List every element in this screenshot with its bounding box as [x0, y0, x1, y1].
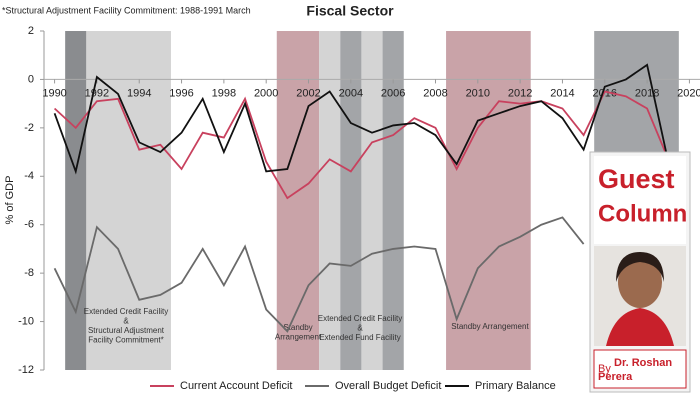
column-word-1: Guest [598, 164, 675, 194]
chart-title: Fiscal Sector [306, 3, 394, 19]
annotation: Facility Commitment* [88, 336, 164, 345]
legend-label: Current Account Deficit [180, 380, 293, 392]
x-tick-label: 2018 [635, 87, 659, 99]
plot-area: -12 -10 -8 -6 -4 -2 0 2 1990 1992 1994 1996 1998 2000… [18, 25, 700, 376]
guest-column: Guest Column By Dr. Roshan Perera [589, 151, 691, 393]
x-tick-label: 1990 [42, 87, 66, 99]
y-tick-label: -4 [24, 170, 34, 182]
y-tick-label: 0 [28, 73, 34, 85]
author-name: Dr. Roshan Perera [598, 357, 672, 383]
x-tick-label: 1996 [169, 87, 193, 99]
chart-note: *Structural Adjustment Facility Commitme… [2, 5, 251, 15]
x-tick-label: 2012 [508, 87, 532, 99]
y-tick-label: 2 [28, 25, 34, 37]
shaded-period [86, 31, 171, 370]
annotation: Structural Adjustment [88, 326, 165, 335]
x-tick-label: 2006 [381, 87, 405, 99]
column-word-2: Column [598, 200, 687, 227]
byline-box [593, 349, 687, 389]
y-axis-label: % of GDP [4, 176, 16, 225]
shaded-period [319, 31, 341, 370]
photo-face [618, 256, 662, 308]
shaded-period [382, 31, 404, 370]
shaded-period [276, 31, 320, 370]
byline-prefix: By [598, 363, 611, 375]
series-line [53, 63, 670, 175]
annotation: Standby Arrangement [451, 322, 529, 331]
shaded-period [65, 31, 87, 370]
legend-label: Overall Budget Deficit [335, 380, 441, 392]
annotation: & [357, 324, 363, 333]
x-tick-label: 2004 [339, 87, 363, 99]
x-tick-label: 2010 [466, 87, 490, 99]
x-tick-label: 1994 [127, 87, 151, 99]
y-tick-label: -10 [18, 315, 34, 327]
column-header [594, 156, 686, 244]
x-tick-label: 2000 [254, 87, 278, 99]
x-tick-label: 1992 [85, 87, 109, 99]
series-line [53, 90, 670, 200]
y-tick-label: -12 [18, 364, 34, 376]
x-tick-label: 2002 [296, 87, 320, 99]
legend-label: Primary Balance [475, 380, 556, 392]
annotation: Extended Fund Facility [319, 333, 400, 342]
annotation: Extended Credit Facility [318, 314, 402, 323]
annotation: Arrangement [275, 333, 322, 342]
shaded-period [361, 31, 383, 370]
x-tick-label: 2014 [550, 87, 574, 99]
photo-shoulders [606, 308, 674, 346]
annotation: Extended Credit Facility [84, 307, 168, 316]
y-tick-label: -8 [24, 267, 34, 279]
x-tick-label: 2008 [423, 87, 447, 99]
x-tick-label: 2020 [677, 87, 700, 99]
x-tick-label: 1998 [212, 87, 236, 99]
annotation: & [123, 317, 129, 326]
photo-hair [616, 252, 664, 282]
shaded-period [446, 31, 531, 370]
y-tick-label: -2 [24, 122, 34, 134]
y-tick-label: -6 [24, 219, 34, 231]
series-line [53, 216, 585, 333]
annotation: Standby [283, 323, 312, 332]
